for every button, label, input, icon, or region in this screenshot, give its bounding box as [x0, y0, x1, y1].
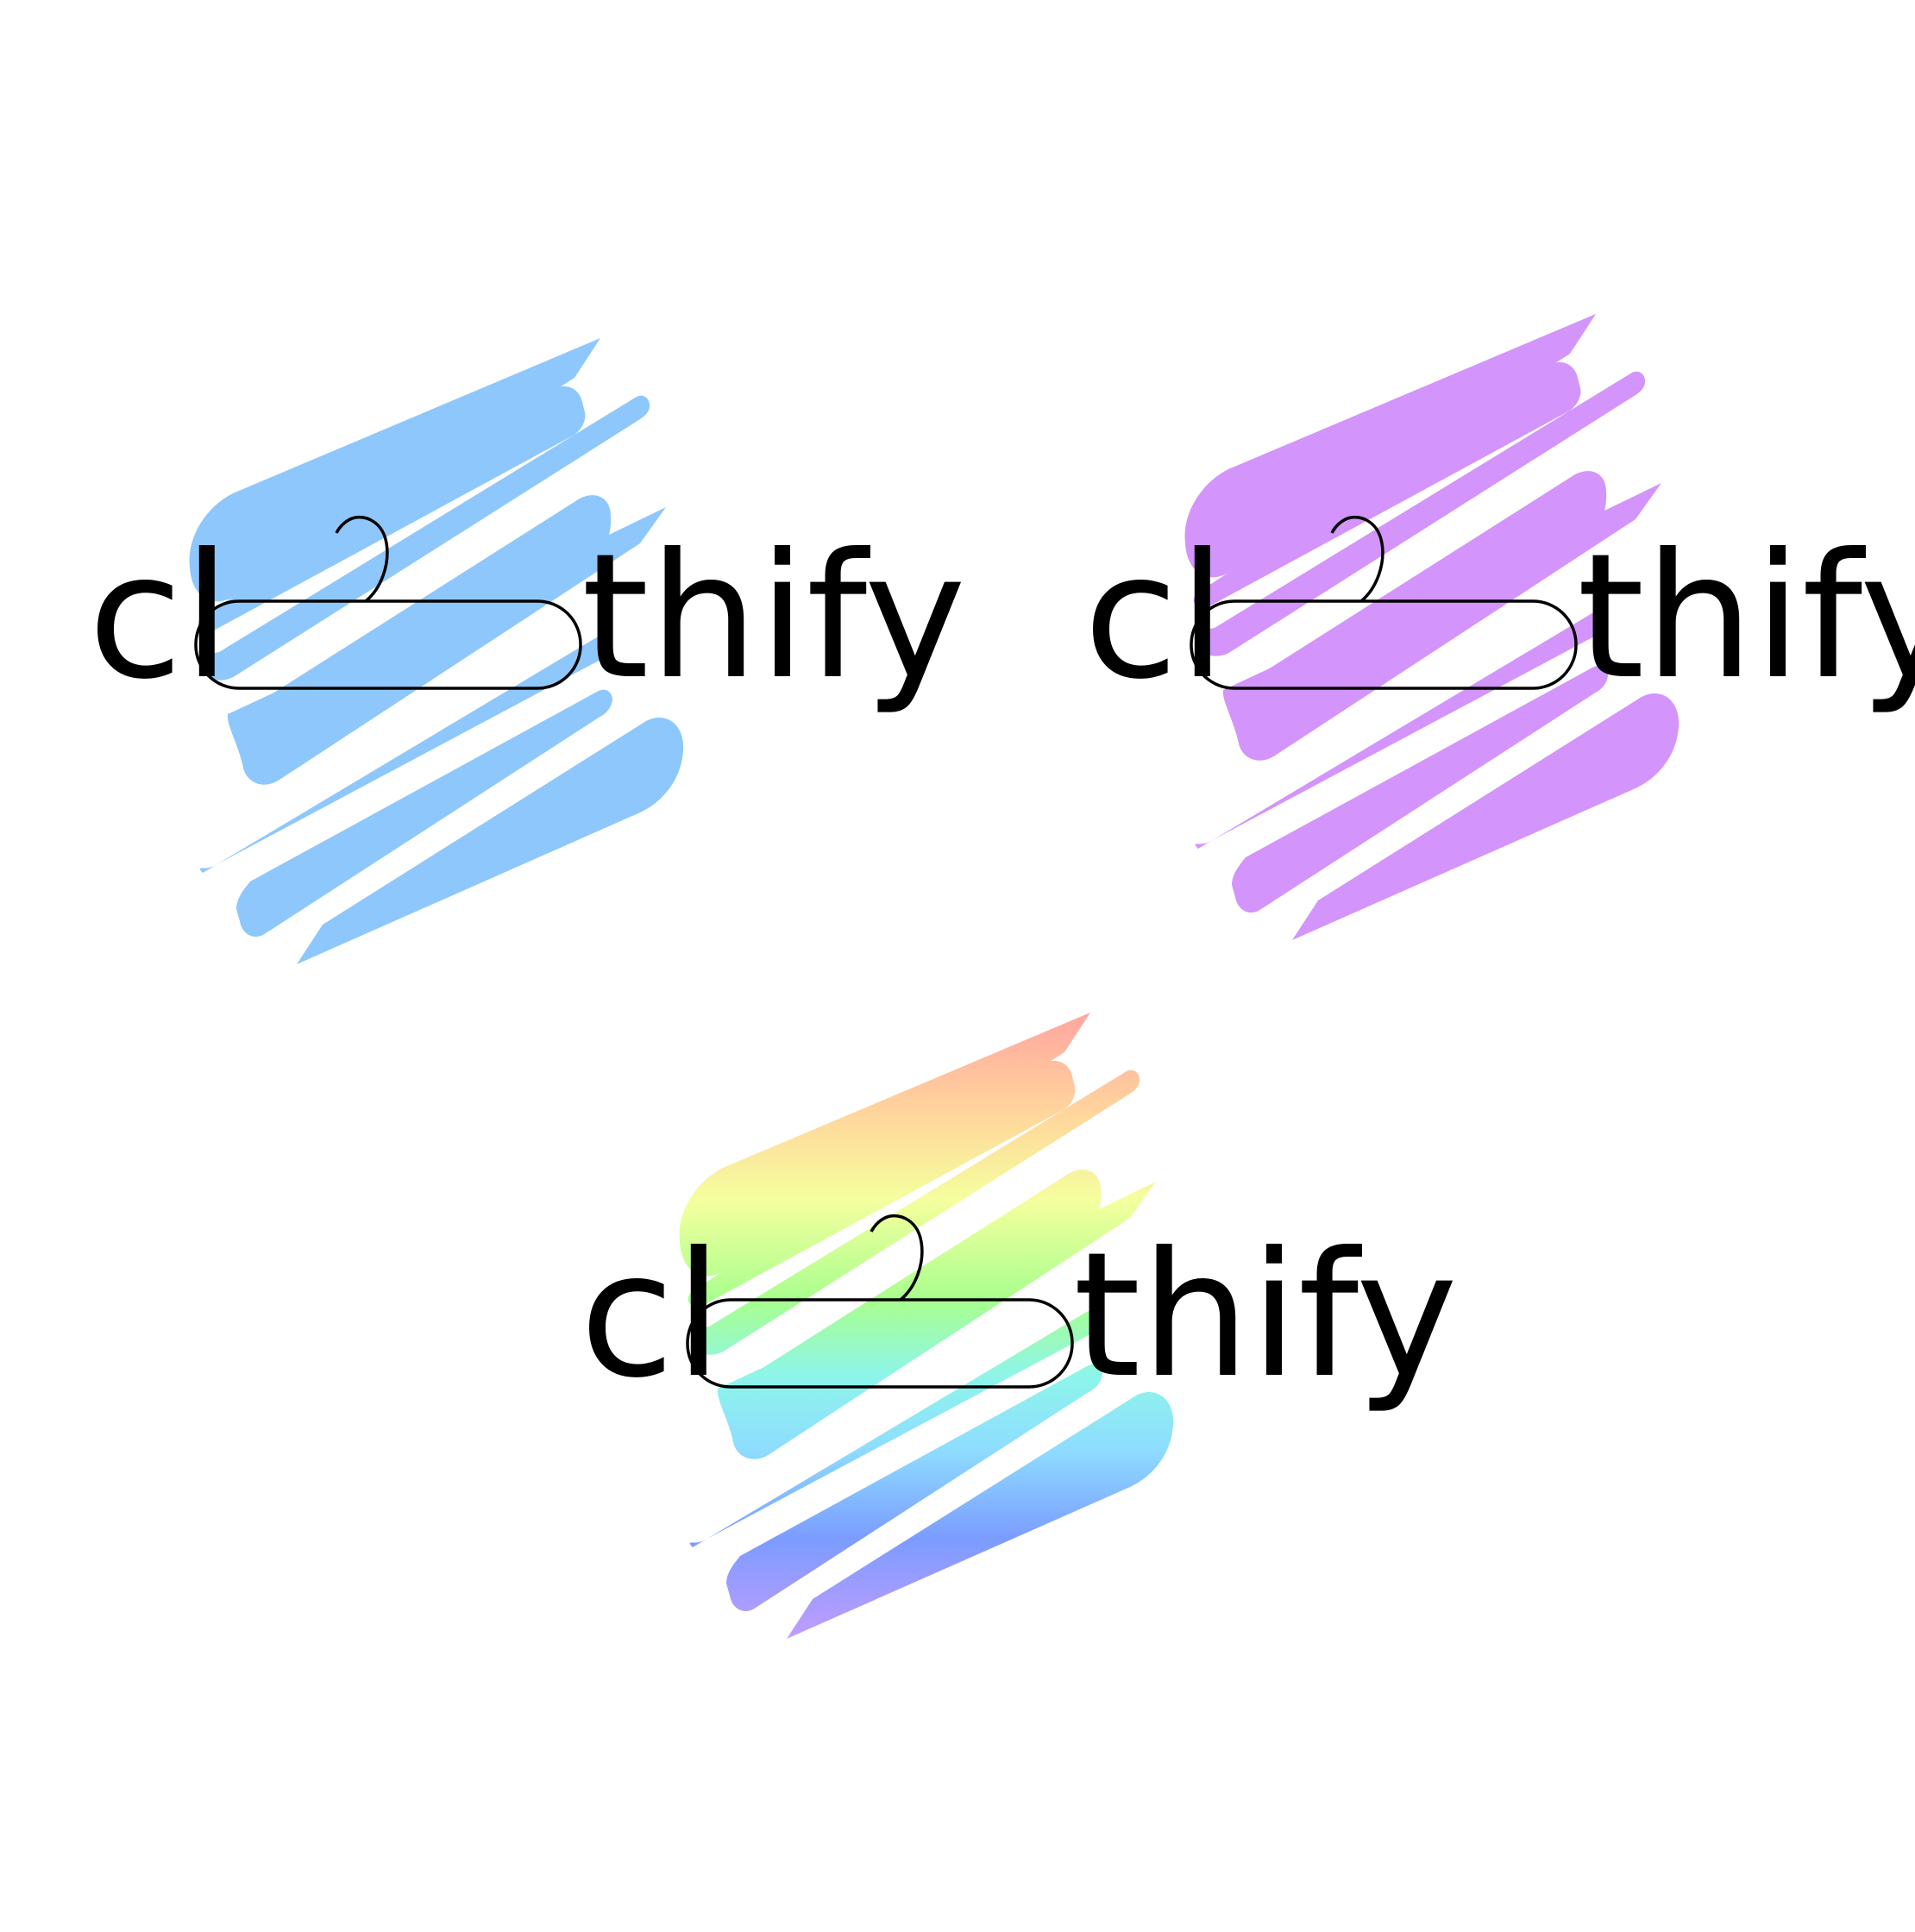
wordmark-left: cl — [88, 517, 231, 718]
hanger-icon — [1190, 515, 1578, 690]
wordmark-right: thify — [581, 517, 966, 718]
wordmark-right: thify — [1577, 517, 1915, 718]
logo-blue: cl thify — [88, 338, 966, 964]
wordmark-left: cl — [580, 1215, 723, 1416]
logo-rainbow: cl thify — [580, 1013, 1458, 1639]
wordmark-right: thify — [1073, 1215, 1458, 1416]
hanger-icon — [194, 515, 582, 690]
wordmark-left: cl — [1083, 517, 1227, 718]
hanger-icon — [686, 1214, 1074, 1389]
logo-purple: cl thify — [1083, 314, 1915, 940]
